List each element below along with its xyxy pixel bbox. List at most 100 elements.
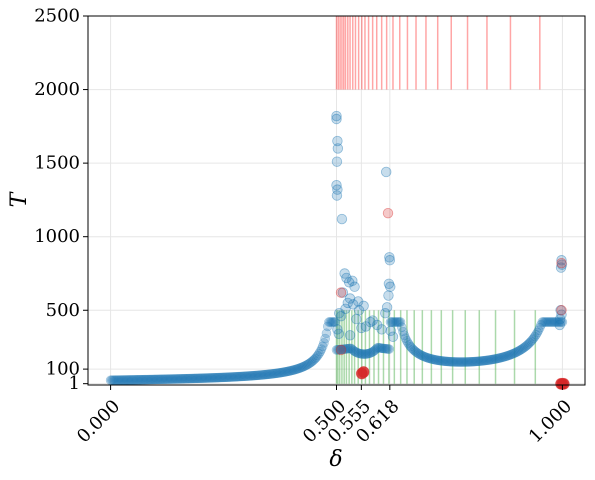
blue-point — [336, 344, 347, 355]
blue-point — [371, 319, 383, 331]
y-tick-label: 1000 — [34, 226, 80, 247]
blue-point — [386, 317, 397, 327]
blue-point — [169, 374, 180, 384]
blue-point — [518, 343, 529, 353]
blue-point — [542, 317, 553, 327]
blue-point — [381, 302, 393, 313]
blue-point — [291, 364, 302, 374]
blue-point — [192, 373, 202, 384]
blue-point — [551, 317, 561, 327]
red-vlines-layer — [335, 16, 541, 90]
blue-point — [381, 166, 392, 178]
blue-point — [201, 373, 211, 383]
blue-point — [363, 348, 373, 359]
blue-point — [262, 369, 273, 380]
blue-point — [486, 354, 496, 365]
blue-point — [186, 373, 196, 384]
blue-point — [351, 313, 362, 325]
blue-point — [557, 317, 568, 327]
blue-point — [512, 347, 522, 357]
blue-point — [409, 345, 420, 356]
blue-point — [390, 317, 401, 327]
blue-point — [260, 369, 270, 380]
blue-point — [331, 345, 342, 355]
blue-point — [373, 342, 383, 353]
blue-point — [120, 375, 131, 385]
blue-point — [274, 368, 284, 378]
blue-point — [481, 355, 491, 366]
blue-point — [361, 349, 372, 359]
blue-point — [332, 143, 344, 154]
green-vlines-layer — [335, 310, 537, 384]
blue-point — [280, 367, 290, 377]
blue-point — [554, 319, 565, 331]
blue-point — [358, 349, 368, 359]
blue-point — [391, 317, 402, 327]
blue-point — [453, 357, 463, 367]
blue-point — [197, 373, 207, 383]
blue-point — [331, 156, 343, 167]
blue-point — [405, 341, 416, 352]
y-tick-label: 2500 — [34, 6, 80, 27]
blue-point — [233, 371, 244, 382]
blue-point — [530, 331, 540, 342]
blue-point — [231, 372, 241, 382]
blue-point — [526, 336, 536, 347]
blue-point — [556, 317, 566, 327]
x-tick-label: 1.000 — [525, 396, 576, 447]
blue-point — [206, 373, 216, 383]
blue-point — [268, 368, 279, 379]
blue-point — [374, 343, 384, 353]
blue-point — [371, 343, 382, 354]
blue-point — [184, 373, 195, 384]
blue-point — [418, 351, 428, 361]
blue-point — [369, 346, 379, 356]
blue-point — [143, 374, 153, 385]
blue-point — [488, 354, 499, 365]
blue-point — [247, 370, 258, 381]
blue-point — [319, 338, 329, 348]
blue-point — [366, 347, 377, 358]
blue-point — [330, 317, 340, 327]
blue-point — [140, 374, 151, 385]
blue-point — [157, 374, 167, 385]
blue-point — [187, 373, 197, 384]
blue-point — [365, 316, 376, 328]
blue-point — [297, 362, 308, 372]
blue-point — [379, 343, 389, 354]
blue-point — [326, 317, 337, 327]
blue-point — [321, 328, 332, 339]
blue-point — [443, 356, 453, 367]
blue-point — [420, 352, 431, 362]
blue-point — [315, 346, 325, 357]
blue-point — [226, 372, 236, 382]
blue-point — [450, 357, 461, 367]
blue-point — [456, 357, 466, 367]
blue-point — [509, 348, 520, 358]
blue-point — [257, 370, 268, 380]
blue-point — [439, 356, 450, 366]
blue-point — [343, 277, 355, 288]
blue-point — [189, 373, 200, 384]
blue-point — [383, 344, 393, 354]
blue-point — [271, 368, 282, 379]
blue-point — [166, 374, 176, 384]
blue-point — [419, 351, 430, 362]
blue-point — [376, 343, 387, 353]
blue-point — [306, 357, 317, 367]
blue-point — [245, 371, 255, 381]
blue-point — [353, 305, 365, 316]
red-point — [335, 287, 347, 298]
blue-point — [415, 350, 426, 360]
blue-point — [135, 374, 146, 385]
blue-point — [194, 373, 205, 384]
blue-point — [123, 375, 133, 385]
blue-point — [248, 370, 259, 381]
blue-point — [484, 355, 495, 365]
blue-point — [337, 287, 349, 298]
blue-point — [514, 345, 525, 356]
blue-point — [310, 353, 320, 364]
blue-point — [340, 344, 351, 354]
blue-point — [414, 349, 425, 359]
blue-point — [471, 356, 481, 367]
